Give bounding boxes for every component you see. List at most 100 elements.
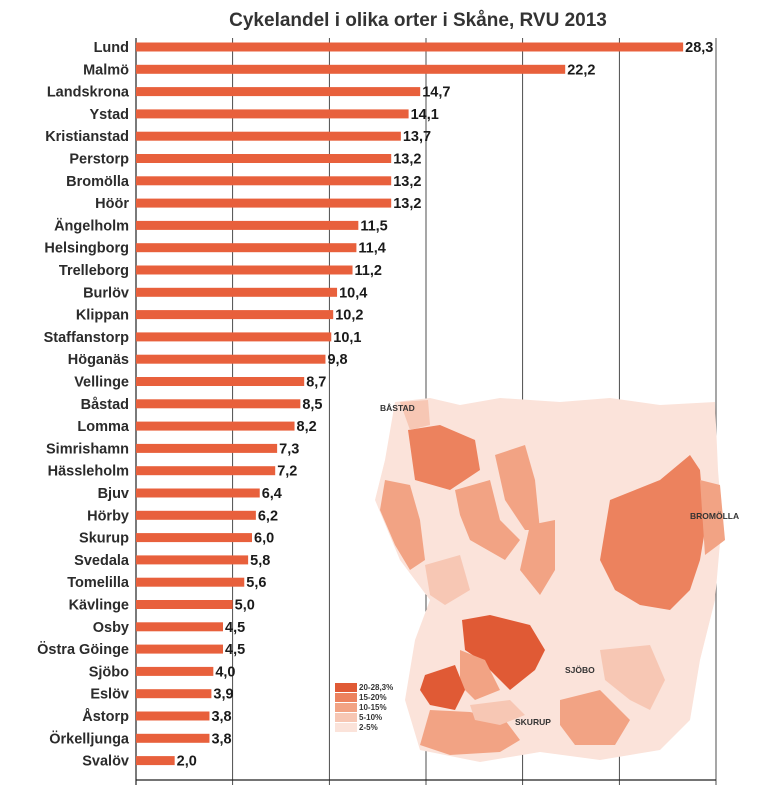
bar: [136, 176, 392, 186]
bar: [136, 265, 353, 275]
legend-label: 15-20%: [359, 693, 387, 702]
map-region: [455, 480, 520, 560]
map-label-bromolla: BROMÖLLA: [690, 511, 739, 521]
map-label-skurup: SKURUP: [515, 717, 551, 727]
data-label: 7,3: [279, 441, 299, 457]
data-label: 10,2: [335, 308, 363, 324]
category-label: Eslöv: [90, 687, 129, 703]
data-label: 5,0: [235, 598, 255, 614]
category-label: Ängelholm: [54, 217, 129, 234]
category-labels: Lund Malmö Landskrona Ystad Kristianstad Pers…: [37, 40, 130, 770]
data-label: 3,8: [211, 731, 231, 747]
category-label: Svedala: [74, 553, 130, 569]
bar: [136, 198, 392, 208]
map-region: [460, 650, 500, 700]
bar: [136, 310, 334, 320]
data-label: 6,0: [254, 531, 274, 547]
legend-swatch: [335, 703, 357, 712]
category-label: Trelleborg: [59, 263, 129, 279]
bar: [136, 399, 301, 409]
legend-swatch: [335, 683, 357, 692]
bar: [136, 421, 295, 431]
data-label: 7,2: [277, 464, 297, 480]
data-label: 10,4: [339, 285, 367, 301]
data-label: 3,9: [213, 687, 233, 703]
map-region: [408, 425, 480, 490]
category-label: Svalöv: [82, 754, 129, 770]
category-label: Skurup: [79, 531, 129, 547]
category-label: Tomelilla: [67, 575, 130, 591]
data-label: 4,0: [215, 664, 235, 680]
category-label: Helsingborg: [44, 241, 129, 257]
category-label: Östra Göinge: [37, 641, 129, 658]
category-label: Klippan: [76, 308, 129, 324]
category-label: Perstorp: [69, 152, 129, 168]
map-label-sjobo: SJÖBO: [565, 665, 595, 675]
category-label: Kristianstad: [45, 129, 129, 145]
bar: [136, 555, 249, 565]
bar: [136, 243, 357, 253]
map-region: [425, 555, 470, 605]
category-label: Hässleholm: [48, 464, 129, 480]
category-label: Osby: [93, 620, 129, 636]
bar: [136, 354, 326, 364]
map-region: [520, 520, 555, 595]
data-label: 5,8: [250, 553, 270, 569]
bar: [136, 510, 256, 520]
data-label: 9,8: [327, 352, 347, 368]
data-label: 13,2: [393, 152, 421, 168]
map-region: [560, 690, 630, 745]
bar: [136, 42, 684, 52]
chart-title: Cykelandel i olika orter i Skåne, RVU 20…: [229, 10, 607, 31]
bar: [136, 600, 233, 609]
category-label: Höganäs: [68, 352, 129, 368]
bars: [136, 42, 684, 766]
category-label: Malmö: [83, 62, 129, 78]
data-label: 13,2: [393, 196, 421, 212]
category-label: Åstorp: [82, 708, 129, 725]
map-legend: 20-28,3%15-20%10-15%5-10%2-5%: [335, 683, 393, 732]
category-label: Höör: [95, 196, 129, 212]
bar: [136, 577, 245, 587]
data-label: 11,5: [360, 218, 387, 234]
legend-label: 20-28,3%: [359, 683, 393, 692]
data-label: 8,7: [306, 375, 326, 391]
data-label: 28,3: [685, 40, 713, 56]
bar: [136, 154, 392, 163]
legend-swatch: [335, 723, 357, 732]
bar: [136, 733, 210, 743]
category-label: Vellinge: [74, 375, 129, 391]
category-label: Örkelljunga: [49, 730, 130, 747]
category-label: Hörby: [87, 508, 129, 524]
category-label: Båstad: [81, 397, 129, 413]
bar: [136, 64, 566, 74]
map-region: [600, 455, 705, 610]
bar: [136, 488, 260, 498]
value-labels: 28,3 22,2 14,7 14,1 13,7 13,2 13,2 13,2 11,5 11,4…: [177, 40, 714, 770]
map-region: [420, 665, 465, 710]
category-label: Staffanstorp: [44, 330, 130, 346]
legend-label: 5-10%: [359, 713, 382, 722]
bar: [136, 287, 338, 297]
bar: [136, 689, 212, 699]
data-label: 5,6: [246, 575, 266, 591]
legend-label: 10-15%: [359, 703, 387, 712]
data-label: 13,7: [403, 129, 431, 145]
bar: [136, 109, 409, 119]
category-label: Landskrona: [47, 85, 130, 101]
data-label: 14,7: [422, 85, 450, 101]
category-label: Burlöv: [83, 285, 129, 301]
category-label: Sjöbo: [89, 664, 129, 680]
data-label: 13,2: [393, 174, 421, 190]
data-label: 6,4: [262, 486, 282, 502]
data-label: 2,0: [177, 754, 197, 770]
bar: [136, 756, 175, 766]
map-label-bastad: BÅSTAD: [380, 403, 415, 413]
bar: [136, 466, 276, 476]
category-label: Bromölla: [66, 174, 130, 190]
bar: [136, 666, 214, 676]
legend-swatch: [335, 693, 357, 702]
bar: [136, 332, 332, 342]
data-label: 11,2: [355, 263, 382, 279]
